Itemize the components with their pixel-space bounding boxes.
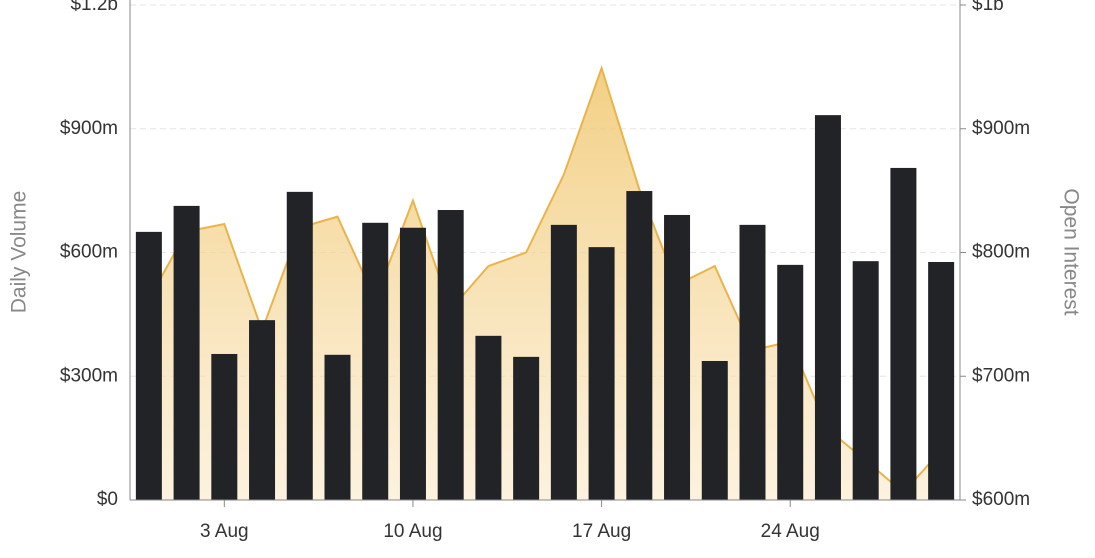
bar — [437, 210, 464, 500]
x-tick-label: 24 Aug — [761, 521, 820, 542]
y2-tick-label: $1b — [972, 0, 1004, 15]
bar — [249, 320, 276, 500]
y-tick-label: $0 — [97, 489, 118, 510]
y-tick-label: $1.2b — [70, 0, 118, 15]
bar — [362, 222, 389, 501]
bar — [852, 261, 879, 500]
y2-tick-label: $700m — [972, 365, 1030, 386]
bar — [135, 231, 162, 500]
bar — [173, 205, 200, 500]
x-tick-label: 17 Aug — [572, 521, 631, 542]
bar — [513, 356, 540, 500]
bar — [928, 261, 955, 500]
y-axis-title: Daily Volume — [8, 191, 31, 314]
x-tick-label: 3 Aug — [200, 521, 249, 542]
y2-tick-label: $800m — [972, 242, 1030, 263]
bar — [664, 214, 691, 500]
y2-axis-title: Open Interest — [1059, 188, 1082, 315]
y-tick-label: $900m — [60, 118, 118, 139]
bar — [701, 360, 728, 500]
bar — [777, 264, 804, 500]
bar — [286, 191, 313, 501]
bar — [475, 335, 502, 500]
y2-tick-label: $900m — [972, 118, 1030, 139]
bar — [890, 167, 917, 500]
y-tick-label: $600m — [60, 242, 118, 263]
bar — [550, 224, 577, 501]
y-tick-label: $300m — [60, 365, 118, 386]
y2-tick-label: $600m — [972, 489, 1030, 510]
bar — [739, 224, 766, 501]
bar — [324, 354, 351, 500]
x-tick-label: 10 Aug — [383, 521, 442, 542]
area-line — [147, 64, 942, 494]
bar — [626, 191, 653, 500]
bar — [814, 115, 841, 500]
bar — [211, 353, 238, 500]
bar — [588, 247, 615, 500]
bar — [399, 227, 426, 500]
